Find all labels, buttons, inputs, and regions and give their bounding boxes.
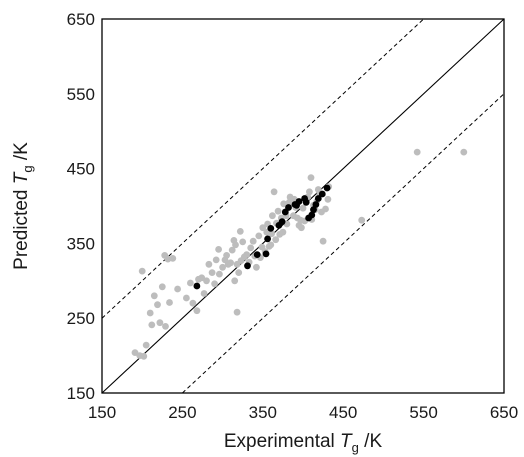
y-tick-label: 450 (67, 160, 95, 179)
y-tick-label: 350 (67, 234, 95, 253)
data-point-grey (279, 228, 287, 236)
data-point-grey (243, 251, 251, 258)
data-point-grey (298, 224, 305, 232)
data-point-grey (138, 267, 146, 275)
data-point-black (318, 190, 326, 198)
data-point-grey (211, 280, 219, 288)
data-point-grey (228, 246, 236, 254)
x-tick-label: 550 (409, 403, 437, 422)
data-point-grey (306, 188, 313, 196)
data-point-black (267, 225, 275, 232)
y-tick-label: 550 (67, 85, 95, 104)
x-tick-label: 350 (249, 403, 277, 422)
data-point-grey (146, 309, 154, 317)
data-point-grey (270, 188, 278, 196)
data-point-black (314, 195, 322, 202)
data-point-grey (208, 269, 216, 276)
plot-frame (101, 18, 505, 394)
data-point-grey (267, 241, 275, 249)
data-point-grey (156, 319, 164, 327)
data-point-grey (148, 321, 156, 329)
data-point-grey (249, 237, 257, 245)
data-point-grey (269, 212, 276, 220)
data-point-black (323, 184, 331, 192)
data-point-grey (236, 228, 244, 235)
data-point-grey (324, 195, 332, 203)
y-axis-title: Predicted Tg /K (11, 142, 35, 270)
data-point-grey (162, 323, 169, 330)
data-point-grey (319, 237, 327, 245)
x-tick-label: 250 (168, 403, 196, 422)
data-point-black (264, 235, 271, 243)
x-tick-label: 150 (88, 403, 116, 422)
data-point-black (308, 211, 316, 219)
y-tick-label: 150 (67, 384, 95, 403)
data-point-grey (247, 244, 255, 252)
data-point-grey (205, 260, 213, 268)
data-point-grey (154, 301, 161, 309)
data-point-grey (232, 241, 239, 249)
data-point-grey (215, 246, 223, 253)
y-tick-labels: 150 250 350 450 550 650 (67, 10, 95, 403)
data-point-black (278, 218, 286, 226)
data-point-grey (187, 279, 194, 287)
data-point-black (295, 198, 303, 205)
data-point-black (312, 201, 320, 208)
data-point-grey (219, 263, 227, 271)
data-point-grey (140, 352, 148, 360)
data-point-grey (203, 277, 210, 285)
data-point-grey (268, 230, 275, 238)
data-point-grey (216, 270, 223, 278)
data-point-grey (460, 148, 468, 156)
data-point-black (262, 250, 270, 258)
data-point-grey (253, 263, 260, 271)
data-points (131, 148, 468, 360)
data-point-grey (200, 290, 208, 297)
data-point-grey (239, 238, 247, 246)
data-point-black (302, 198, 310, 206)
data-point-grey (413, 148, 421, 156)
data-point-grey (235, 269, 243, 276)
data-point-grey (272, 236, 280, 244)
x-tick-label: 450 (329, 403, 357, 422)
data-point-grey (189, 299, 197, 307)
data-point-grey (193, 307, 201, 315)
data-point-black (244, 262, 251, 270)
data-point-grey (212, 256, 220, 264)
x-axis-title: Experimental Tg /K (224, 431, 383, 455)
data-point-grey (274, 207, 282, 215)
y-tick-label: 650 (67, 10, 95, 29)
x-tick-label: 650 (490, 403, 518, 422)
dashed-bound-line-1 (101, 18, 424, 319)
data-point-grey (174, 285, 182, 293)
data-point-grey (231, 277, 239, 285)
data-point-grey (169, 255, 177, 262)
data-point-grey (299, 204, 307, 212)
data-point-grey (322, 205, 329, 213)
data-point-grey (223, 252, 231, 259)
data-point-grey (255, 232, 263, 240)
data-point-grey (307, 174, 315, 182)
data-point-grey (150, 292, 158, 300)
data-point-black (285, 204, 292, 211)
data-point-grey (158, 283, 166, 291)
data-point-grey (259, 224, 267, 232)
y-tick-label: 250 (67, 309, 95, 328)
data-point-grey (183, 294, 190, 302)
data-point-grey (227, 259, 235, 267)
data-point-grey (280, 200, 288, 208)
data-point-black (310, 206, 317, 214)
dashed-bound-line-2 (182, 93, 505, 394)
data-point-grey (166, 299, 173, 306)
data-point-black (193, 282, 201, 290)
x-tick-labels: 150 250 350 450 550 650 (88, 403, 518, 422)
data-point-grey (142, 341, 150, 349)
data-point-grey (358, 216, 366, 224)
data-point-black (253, 251, 261, 258)
data-point-grey (233, 308, 241, 316)
